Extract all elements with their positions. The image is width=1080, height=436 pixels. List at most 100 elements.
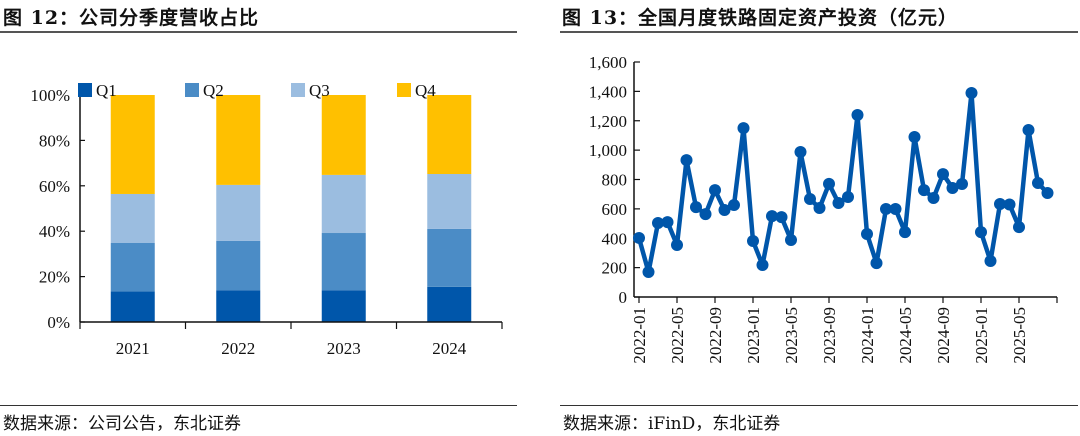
data-point-2023-03 xyxy=(766,210,778,223)
data-point-2023-12 xyxy=(851,109,864,122)
y-tick-label: 200 xyxy=(602,259,628,278)
bar-segment-q1-2021 xyxy=(110,291,155,322)
figure-12-bottom-rule xyxy=(0,405,517,406)
x-tick-label: 2024-01 xyxy=(858,307,877,364)
data-point-2022-02 xyxy=(642,266,655,279)
bar-segment-q3-2024 xyxy=(427,173,472,229)
x-tick-label: 2023-09 xyxy=(820,307,839,364)
data-point-2024-12 xyxy=(965,86,978,99)
data-point-2025-03 xyxy=(994,198,1006,211)
x-axis: 2021 2022 2023 2024 xyxy=(79,321,503,358)
legend-label-q1: Q1 xyxy=(96,81,117,100)
bar-segment-q3-2021 xyxy=(110,193,155,244)
x-tick-label: 2023-01 xyxy=(744,307,763,364)
y-tick-label: 60% xyxy=(39,177,70,196)
x-tick-label: 2025-05 xyxy=(1010,307,1029,364)
legend-label-q4: Q4 xyxy=(415,81,436,100)
data-point-2025-02 xyxy=(984,255,997,268)
data-point-2022-06 xyxy=(680,154,693,167)
figure-12-top-rule xyxy=(0,31,517,33)
data-point-2024-10 xyxy=(946,182,959,195)
data-point-2022-08 xyxy=(699,208,712,221)
legend-label-q3: Q3 xyxy=(309,81,330,100)
data-point-2025-04 xyxy=(1003,198,1016,211)
figure-13-title: 图 13：全国月度铁路固定资产投资（亿元） xyxy=(562,7,959,29)
bar-segment-q1-2022 xyxy=(216,290,261,322)
data-point-2025-01 xyxy=(975,226,987,239)
data-point-2022-01 xyxy=(633,231,645,244)
data-point-2025-05 xyxy=(1013,221,1025,234)
figure-13-bottom-rule xyxy=(560,405,1078,406)
data-point-2025-06 xyxy=(1022,124,1035,137)
bars xyxy=(110,95,472,322)
x-tick-label: 2024-09 xyxy=(934,307,953,364)
y-tick-label: 1,600 xyxy=(589,53,627,72)
x-tick-label: 2022-09 xyxy=(706,307,725,364)
data-point-2022-12 xyxy=(737,122,750,135)
figure-13-top-rule xyxy=(560,31,1078,33)
data-point-2023-08 xyxy=(813,201,826,214)
data-point-2023-11 xyxy=(842,190,854,203)
data-point-2024-01 xyxy=(861,227,873,240)
bar-segment-q2-2021 xyxy=(110,243,155,292)
x-tick-label: 2025-01 xyxy=(972,307,991,364)
bar-segment-q2-2022 xyxy=(216,240,261,291)
data-point-2024-11 xyxy=(956,178,968,191)
bar-segment-q4-2021 xyxy=(110,95,155,194)
figure-13-panel: 图 13：全国月度铁路固定资产投资（亿元） 0 200 400 600 800 1,000… xyxy=(560,0,1080,436)
legend-swatch-q1 xyxy=(78,83,92,97)
data-point-2024-07 xyxy=(918,184,930,197)
x-tick-label: 2024 xyxy=(432,339,467,358)
y-tick-label: 0% xyxy=(47,313,70,332)
x-tick-label: 2021 xyxy=(116,339,150,358)
figure-13-source: 数据来源：iFinD，东北证券 xyxy=(563,414,781,434)
data-point-2023-02 xyxy=(756,258,769,271)
data-point-2025-08 xyxy=(1041,187,1054,200)
data-point-2023-09 xyxy=(823,177,835,190)
data-point-2023-01 xyxy=(747,235,759,248)
y-axis: 0% 20% 40% 60% 80% 100% xyxy=(30,86,85,332)
y-tick-label: 600 xyxy=(602,200,628,219)
data-point-2022-09 xyxy=(709,184,721,197)
stacked-bar-chart: 0% 20% 40% 60% 80% 100% 2021 2022 2023 2024 Q1 Q2… xyxy=(30,81,503,358)
data-point-2024-09 xyxy=(937,168,949,181)
series-line xyxy=(633,86,1054,279)
data-point-2022-04 xyxy=(661,216,674,229)
bar-segment-q2-2023 xyxy=(321,233,366,291)
x-tick-label: 2022-05 xyxy=(668,307,687,364)
data-point-2022-11 xyxy=(728,199,740,212)
bar-segment-q4-2023 xyxy=(321,95,366,175)
y-axis: 0 200 400 600 800 1,000 1,200 1,400 1,600 xyxy=(589,53,640,307)
bar-segment-q4-2022 xyxy=(216,95,261,185)
legend-swatch-q4 xyxy=(397,83,411,97)
bar-segment-q2-2024 xyxy=(427,228,472,287)
y-tick-label: 40% xyxy=(39,222,70,241)
data-point-2024-05 xyxy=(899,226,911,239)
data-point-2023-04 xyxy=(775,211,788,224)
y-tick-label: 0 xyxy=(619,288,628,307)
data-point-2024-08 xyxy=(927,192,940,205)
y-tick-label: 80% xyxy=(39,131,70,150)
x-axis: 2022-01 2022-05 2022-09 2023-01 2023-05 2023-… xyxy=(630,296,1058,364)
data-point-2025-07 xyxy=(1032,177,1044,190)
legend-swatch-q3 xyxy=(291,83,305,97)
legend-label-q2: Q2 xyxy=(203,81,224,100)
x-tick-label: 2024-05 xyxy=(896,307,915,364)
data-point-2022-05 xyxy=(671,239,683,252)
y-tick-label: 800 xyxy=(602,171,628,190)
data-point-2024-02 xyxy=(870,257,883,270)
x-tick-label: 2023 xyxy=(327,339,361,358)
y-tick-label: 400 xyxy=(602,229,628,248)
data-point-2023-05 xyxy=(785,234,797,247)
data-point-2022-10 xyxy=(718,204,731,217)
data-point-2023-10 xyxy=(832,197,845,209)
bar-segment-q1-2024 xyxy=(427,286,472,322)
figure-12-title: 图 12：公司分季度营收占比 xyxy=(3,7,260,29)
y-tick-label: 20% xyxy=(39,268,70,287)
y-tick-label: 1,000 xyxy=(589,141,627,160)
y-tick-label: 1,400 xyxy=(589,82,627,101)
legend-swatch-q2 xyxy=(185,83,199,97)
y-tick-label: 100% xyxy=(30,86,70,105)
bar-segment-q3-2023 xyxy=(321,174,366,234)
data-point-2024-04 xyxy=(889,203,902,216)
